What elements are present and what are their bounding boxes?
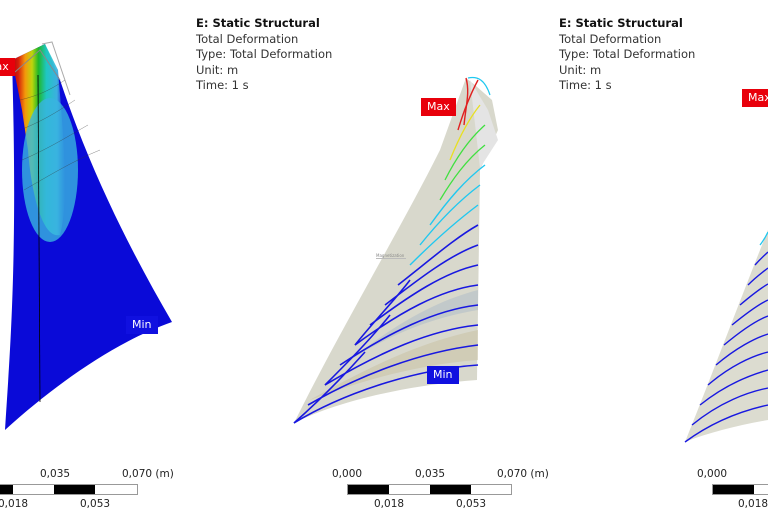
view-panel-2[interactable]: Magnetization Max Min 0,000 0,035 0,070 … xyxy=(280,0,550,512)
max-marker: Max xyxy=(0,58,15,76)
result-info-panel-3: E: Static Structural Total Deformation T… xyxy=(559,16,695,94)
view-panel-3[interactable]: Max 0,000 0,018 xyxy=(660,0,768,512)
probe-annotation: Magnetization xyxy=(376,253,406,259)
view-panel-1[interactable]: Max Min 0,035 0,070 (m) 0,018 0,053 xyxy=(0,0,200,512)
scale-label-070: 0,070 (m) xyxy=(497,468,549,480)
max-marker: Max xyxy=(421,98,456,116)
blade-contour-plot[interactable] xyxy=(0,0,200,512)
scale-label-000: 0,000 xyxy=(332,468,363,480)
analysis-title: E: Static Structural xyxy=(196,16,320,30)
scale-label-035: 0,035 xyxy=(415,468,446,480)
scale-label-035: 0,035 xyxy=(40,468,71,480)
scale-bar-track xyxy=(0,484,138,495)
result-unit: Unit: m xyxy=(559,62,602,77)
scale-label-053: 0,053 xyxy=(80,498,111,510)
result-name: Total Deformation xyxy=(196,31,299,46)
result-name: Total Deformation xyxy=(559,31,662,46)
result-time: Time: 1 s xyxy=(196,78,249,92)
scale-bar-track xyxy=(347,484,512,495)
blade-wireframe-plot[interactable] xyxy=(280,0,550,512)
result-type: Type: Total Deformation xyxy=(559,47,696,61)
min-marker: Min xyxy=(126,316,158,334)
scale-label-018: 0,018 xyxy=(0,498,29,510)
scale-label-070: 0,070 (m) xyxy=(122,468,174,480)
result-unit: Unit: m xyxy=(196,62,239,77)
scale-bar: 0,035 0,070 (m) 0,018 0,053 xyxy=(0,468,200,512)
result-time: Time: 1 s xyxy=(559,78,612,92)
scale-bar: 0,000 0,035 0,070 (m) 0,018 0,053 xyxy=(280,468,550,512)
scale-label-018: 0,018 xyxy=(738,498,768,510)
max-marker: Max xyxy=(742,89,768,107)
result-type: Type: Total Deformation xyxy=(196,47,333,61)
scale-bar-track xyxy=(712,484,768,495)
min-marker: Min xyxy=(427,366,459,384)
scale-bar: 0,000 0,018 xyxy=(660,468,768,512)
scale-label-018: 0,018 xyxy=(374,498,405,510)
blade-wireframe-plot[interactable] xyxy=(660,0,768,512)
result-info-panel-1: E: Static Structural Total Deformation T… xyxy=(196,16,332,94)
scale-label-053: 0,053 xyxy=(456,498,487,510)
scale-label-000: 0,000 xyxy=(697,468,728,480)
analysis-title: E: Static Structural xyxy=(559,16,683,30)
